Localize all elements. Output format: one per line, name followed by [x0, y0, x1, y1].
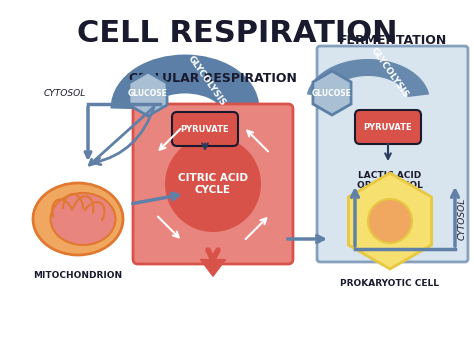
Polygon shape — [124, 67, 246, 105]
Text: GLYCOLYSIS: GLYCOLYSIS — [186, 54, 228, 108]
Ellipse shape — [33, 183, 123, 255]
FancyBboxPatch shape — [355, 110, 421, 144]
Text: CELLULAR RESPIRATION: CELLULAR RESPIRATION — [129, 73, 297, 86]
Text: LACTIC ACID
OR ETHANOL: LACTIC ACID OR ETHANOL — [357, 171, 423, 191]
FancyArrowPatch shape — [94, 107, 154, 165]
Ellipse shape — [51, 193, 116, 245]
Circle shape — [368, 199, 412, 243]
Text: PYRUVATE: PYRUVATE — [364, 122, 412, 132]
FancyArrowPatch shape — [158, 217, 179, 237]
Text: GLUCOSE: GLUCOSE — [128, 89, 168, 98]
Circle shape — [165, 136, 261, 232]
FancyArrowPatch shape — [246, 218, 266, 239]
Text: PROKARYOTIC CELL: PROKARYOTIC CELL — [340, 279, 439, 288]
Text: MATRIX: MATRIX — [88, 205, 119, 214]
FancyArrowPatch shape — [247, 131, 268, 151]
FancyBboxPatch shape — [317, 46, 468, 262]
FancyBboxPatch shape — [172, 112, 238, 146]
Text: MITOCHONDRION: MITOCHONDRION — [34, 271, 123, 280]
FancyBboxPatch shape — [133, 104, 293, 264]
Text: CYTOSOL: CYTOSOL — [44, 89, 86, 98]
Text: CELL RESPIRATION: CELL RESPIRATION — [77, 19, 397, 48]
Polygon shape — [313, 71, 351, 115]
Text: FERMENTATION: FERMENTATION — [339, 34, 447, 47]
FancyArrowPatch shape — [201, 260, 226, 276]
Text: GLYCOLYSIS: GLYCOLYSIS — [369, 46, 410, 100]
FancyArrowPatch shape — [160, 129, 180, 150]
Text: CYTOSOL: CYTOSOL — [458, 198, 467, 240]
Text: CITRIC ACID
CYCLE: CITRIC ACID CYCLE — [178, 173, 248, 195]
Polygon shape — [348, 173, 431, 269]
Polygon shape — [307, 59, 429, 97]
Polygon shape — [129, 72, 167, 116]
Text: PYRUVATE: PYRUVATE — [181, 125, 229, 134]
Text: GLUCOSE: GLUCOSE — [312, 89, 352, 97]
